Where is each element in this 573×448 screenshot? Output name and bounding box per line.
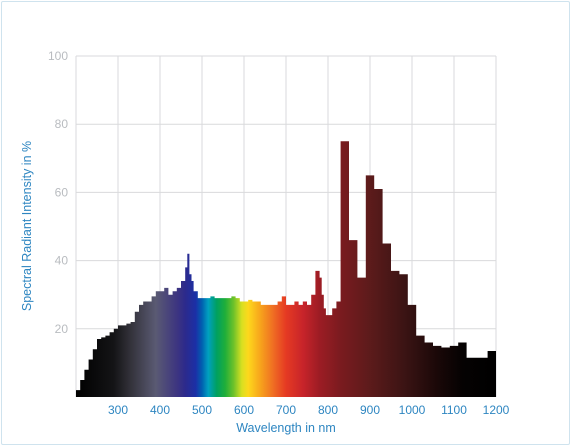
- x-tick-label: 1200: [483, 403, 510, 417]
- y-axis-title: Spectral Radiant Intensity in %: [20, 141, 34, 311]
- y-tick-label: 40: [55, 254, 69, 268]
- spectrum-area: [76, 141, 496, 397]
- x-tick-label: 500: [192, 403, 212, 417]
- x-tick-label: 900: [360, 403, 380, 417]
- x-axis-title: Wavelength in nm: [236, 421, 336, 435]
- x-tick-label: 600: [234, 403, 254, 417]
- x-tick-label: 800: [318, 403, 338, 417]
- x-tick-label: 1100: [441, 403, 467, 417]
- spectrum-fill: [76, 141, 496, 397]
- y-tick-label: 100: [48, 49, 68, 63]
- x-tick-label: 400: [150, 403, 170, 417]
- y-tick-label: 60: [55, 185, 69, 199]
- x-tick-label: 1000: [399, 403, 426, 417]
- y-tick-label: 80: [55, 117, 69, 131]
- x-tick-label: 300: [108, 403, 128, 417]
- x-axis-ticks: 300 400 500 600 700 800 900 1000 1100 1200: [108, 403, 510, 417]
- y-tick-label: 20: [55, 322, 69, 336]
- x-tick-label: 700: [276, 403, 296, 417]
- y-axis-ticks: 20 40 60 80 100: [48, 49, 68, 336]
